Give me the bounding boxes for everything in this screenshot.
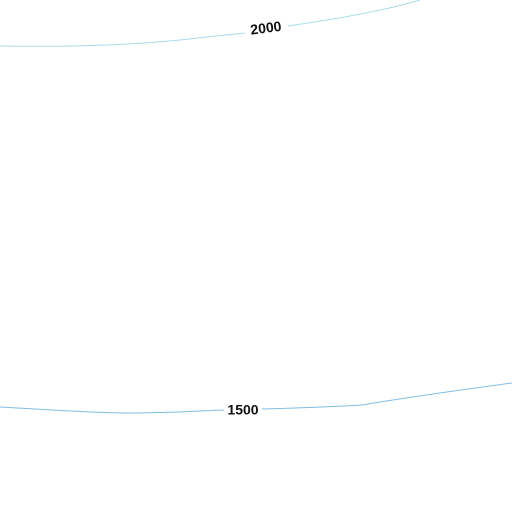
- contour-label: 2000: [249, 18, 282, 38]
- contour-line: [0, 382, 512, 414]
- contour-line: [0, 0, 421, 47]
- contour-label: 1500: [227, 402, 258, 418]
